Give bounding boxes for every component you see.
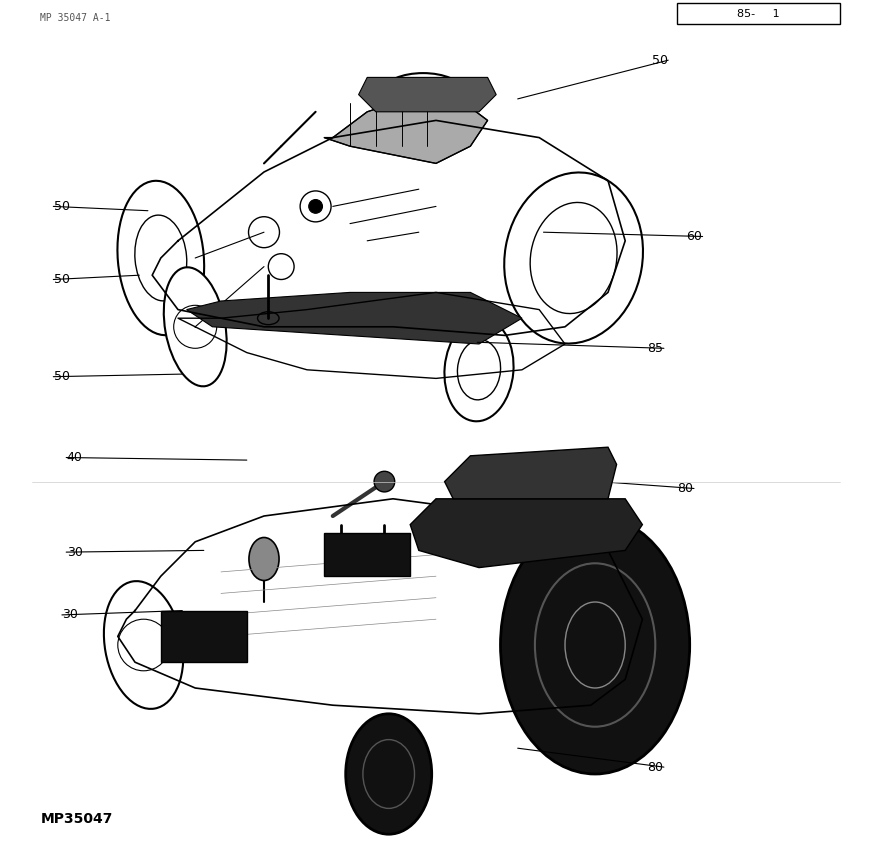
Ellipse shape xyxy=(501,516,690,774)
Polygon shape xyxy=(358,77,496,112)
Text: 80: 80 xyxy=(678,482,693,495)
Text: 30: 30 xyxy=(67,545,83,559)
Text: 80: 80 xyxy=(647,760,664,774)
Text: 85-     1: 85- 1 xyxy=(737,9,780,19)
Ellipse shape xyxy=(118,181,204,335)
Ellipse shape xyxy=(104,581,183,709)
Text: 50: 50 xyxy=(54,370,70,384)
Circle shape xyxy=(309,200,323,213)
Ellipse shape xyxy=(164,267,227,386)
Text: 40: 40 xyxy=(67,451,83,464)
Ellipse shape xyxy=(445,318,514,421)
Text: 30: 30 xyxy=(63,608,78,622)
Polygon shape xyxy=(445,447,617,499)
Ellipse shape xyxy=(249,538,279,580)
Polygon shape xyxy=(324,533,410,576)
Text: 50: 50 xyxy=(54,273,70,286)
Text: 60: 60 xyxy=(686,230,702,243)
Bar xyxy=(24,490,848,860)
Circle shape xyxy=(374,471,395,492)
Polygon shape xyxy=(187,292,522,344)
Text: MP35047: MP35047 xyxy=(40,812,112,826)
Text: MP 35047 A-1: MP 35047 A-1 xyxy=(40,13,111,23)
Text: 85: 85 xyxy=(647,341,664,355)
Ellipse shape xyxy=(345,714,432,834)
Text: 50: 50 xyxy=(54,200,70,213)
Bar xyxy=(24,26,848,473)
FancyBboxPatch shape xyxy=(677,3,841,24)
Polygon shape xyxy=(324,95,487,163)
Text: 50: 50 xyxy=(651,53,668,67)
Polygon shape xyxy=(410,499,643,568)
Ellipse shape xyxy=(504,173,643,343)
Polygon shape xyxy=(160,611,247,662)
